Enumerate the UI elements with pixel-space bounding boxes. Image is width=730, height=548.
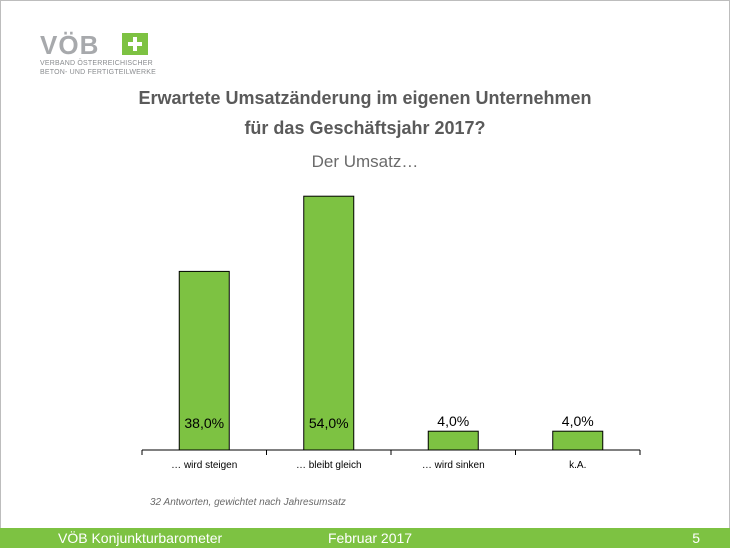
x-tick-label: … bleibt gleich xyxy=(296,460,362,471)
x-tick-label: … wird sinken xyxy=(422,460,485,471)
x-tick-label: k.A. xyxy=(569,460,586,471)
footer-bar: VÖB Konjunkturbarometer Februar 2017 5 xyxy=(0,528,730,548)
x-tick-label: … wird steigen xyxy=(171,460,237,471)
data-label: 54,0% xyxy=(309,415,349,431)
page-number: 5 xyxy=(692,530,700,546)
logo-wordmark: VÖB xyxy=(40,30,100,60)
bar xyxy=(427,430,479,451)
chart-note: 32 Antworten, gewichtet nach Jahresumsat… xyxy=(150,497,346,508)
logo-line-2: BETON- UND FERTIGTEILWERKE xyxy=(40,69,157,76)
chart-subtitle: Der Umsatz… xyxy=(311,152,419,171)
logo-line-1: VERBAND ÖSTERREICHISCHER xyxy=(40,60,153,67)
footer-left: VÖB Konjunkturbarometer xyxy=(58,530,223,546)
bar xyxy=(552,430,604,451)
data-label: 38,0% xyxy=(184,415,224,431)
chart-title-line-1: Erwartete Umsatzänderung im eigenen Unte… xyxy=(138,88,592,108)
chart-title-line-2: für das Geschäftsjahr 2017? xyxy=(244,118,486,138)
bar xyxy=(178,270,230,451)
data-label: 4,0% xyxy=(437,413,469,429)
footer-date: Februar 2017 xyxy=(328,530,413,546)
bar xyxy=(303,195,355,451)
data-label: 4,0% xyxy=(562,413,594,429)
voeb-logo: VÖB VERBAND ÖSTERREICHISCHER BETON- UND … xyxy=(40,30,210,80)
plus-icon xyxy=(122,33,148,55)
